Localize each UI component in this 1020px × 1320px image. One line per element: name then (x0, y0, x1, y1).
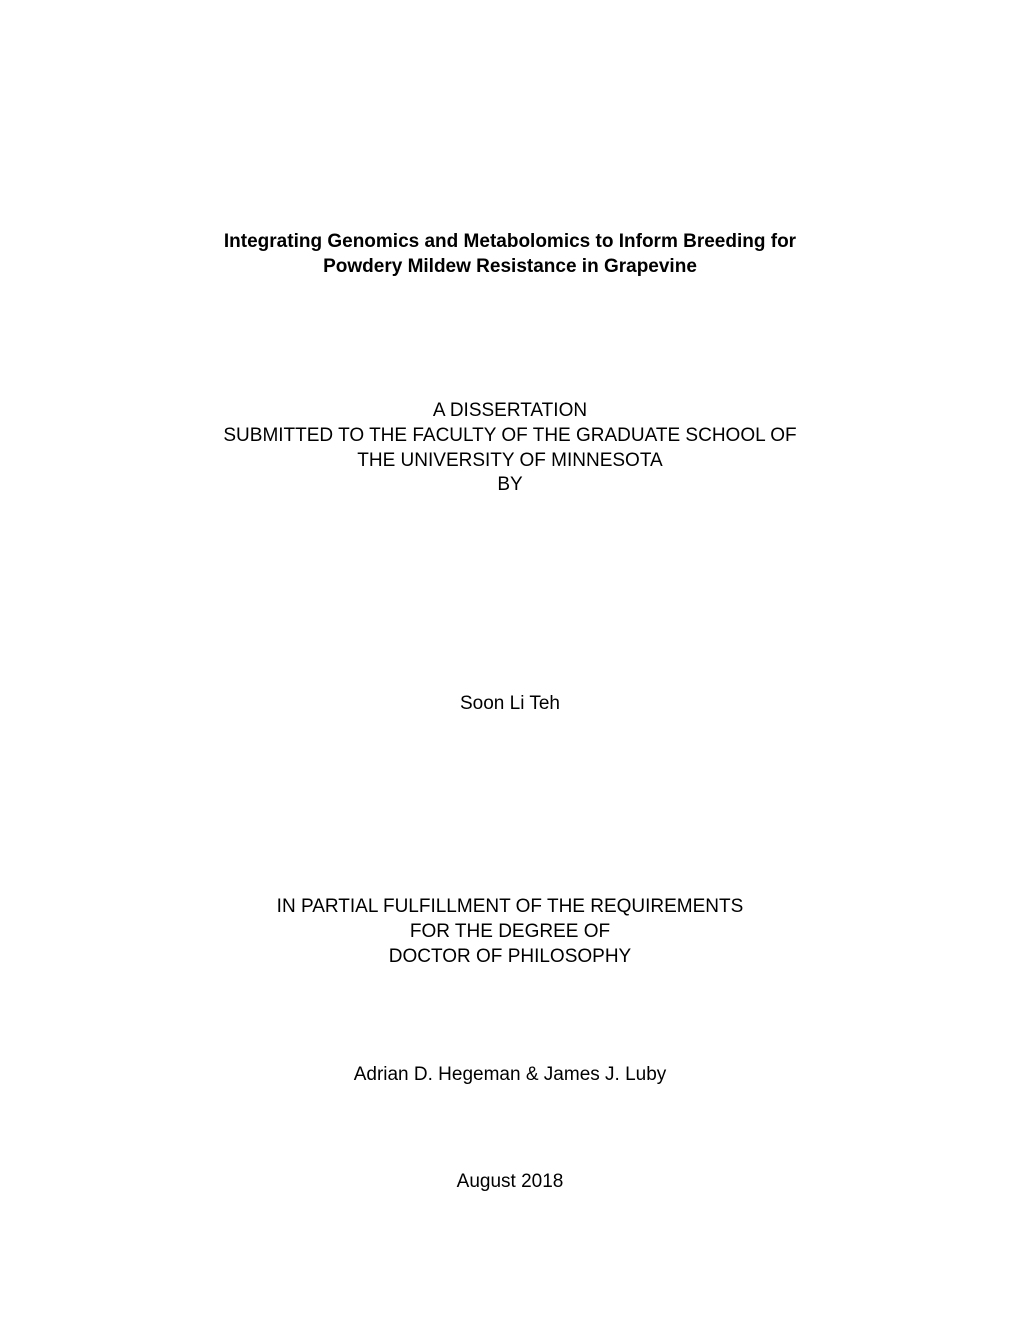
dissertation-title: Integrating Genomics and Metabolomics to… (130, 230, 890, 279)
submission-line-1: A DISSERTATION (130, 399, 890, 424)
submission-statement: A DISSERTATION SUBMITTED TO THE FACULTY … (130, 399, 890, 498)
author-name: Soon Li Teh (130, 693, 890, 715)
advisors: Adrian D. Hegeman & James J. Luby (130, 1064, 890, 1086)
title-line-1: Integrating Genomics and Metabolomics to… (130, 230, 890, 255)
fulfillment-line-3: DOCTOR OF PHILOSOPHY (130, 945, 890, 970)
fulfillment-statement: IN PARTIAL FULFILLMENT OF THE REQUIREMEN… (130, 895, 890, 969)
fulfillment-line-1: IN PARTIAL FULFILLMENT OF THE REQUIREMEN… (130, 895, 890, 920)
submission-line-4: BY (130, 473, 890, 498)
submission-line-3: THE UNIVERSITY OF MINNESOTA (130, 449, 890, 474)
submission-line-2: SUBMITTED TO THE FACULTY OF THE GRADUATE… (130, 424, 890, 449)
title-line-2: Powdery Mildew Resistance in Grapevine (130, 255, 890, 280)
fulfillment-line-2: FOR THE DEGREE OF (130, 920, 890, 945)
date: August 2018 (130, 1171, 890, 1193)
